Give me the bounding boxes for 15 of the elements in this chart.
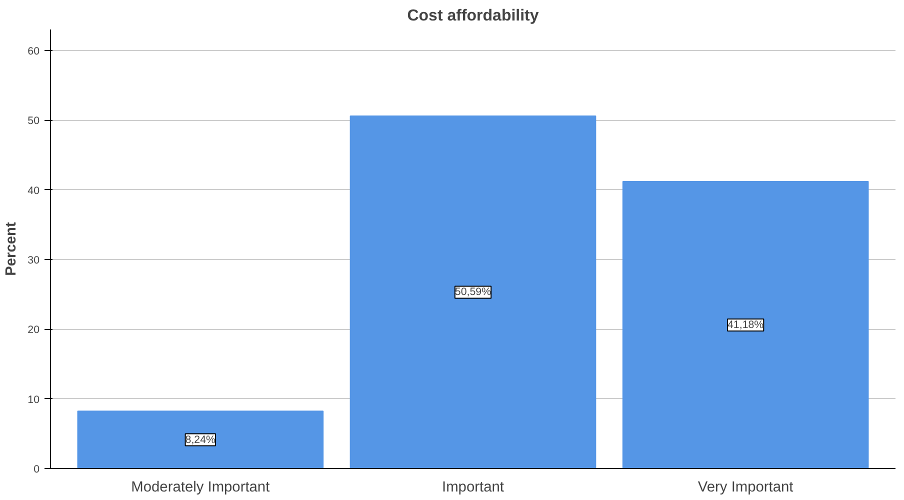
x-tick-label: Moderately Important: [131, 480, 270, 496]
y-tick-label: 60: [28, 45, 40, 58]
y-tick-label: 20: [28, 324, 40, 336]
y-tick-label: 0: [34, 464, 40, 476]
bar: [77, 410, 324, 468]
bar: [350, 115, 596, 468]
x-tick-label: Very Important: [698, 480, 794, 496]
y-tick-label: 50: [28, 115, 40, 128]
y-tick-label: 40: [28, 184, 40, 197]
chart-title: Cost affordability: [407, 8, 539, 24]
x-tick-label: Important: [442, 480, 504, 496]
y-axis-title: Percent: [4, 222, 20, 276]
y-tick-label: 10: [28, 394, 40, 406]
bar: [622, 181, 869, 468]
y-tick-label: 30: [28, 254, 40, 266]
